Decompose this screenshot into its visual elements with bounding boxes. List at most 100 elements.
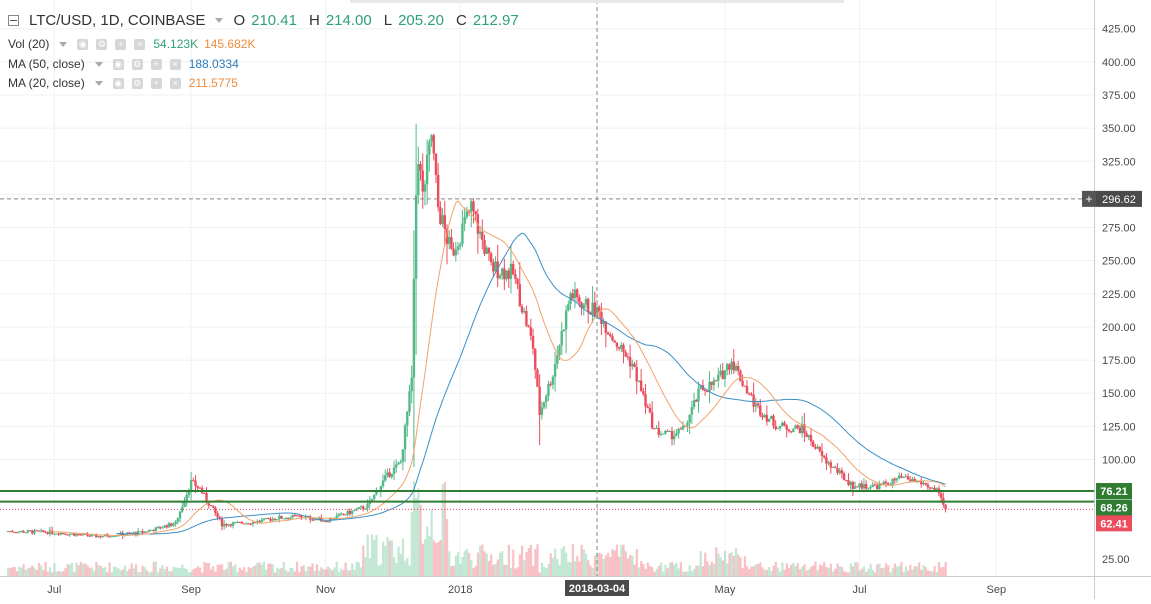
- volume-bar: [618, 556, 621, 576]
- candle-body: [408, 391, 411, 412]
- candle-body: [372, 494, 376, 499]
- volume-bar: [399, 553, 402, 576]
- candle-body: [606, 332, 610, 335]
- candle-body: [353, 510, 356, 512]
- ohlc-l-value: 205.20: [398, 12, 444, 29]
- volume-bar: [121, 569, 124, 576]
- volume-bar: [439, 539, 442, 576]
- volume-bar: [743, 556, 747, 576]
- volume-bar: [35, 569, 38, 576]
- volume-bar: [218, 564, 221, 576]
- volume-bar: [366, 534, 369, 576]
- volume-bar: [267, 563, 270, 576]
- volume-bar: [161, 564, 164, 576]
- volume-bar: [324, 569, 327, 576]
- gear-icon[interactable]: ⚙: [131, 77, 143, 89]
- candle-body: [494, 261, 497, 272]
- volume-bar: [615, 544, 619, 576]
- eye-icon[interactable]: ◉: [112, 77, 124, 89]
- volume-bar: [642, 563, 645, 576]
- volume-bar: [245, 571, 248, 576]
- candle-body: [789, 431, 793, 433]
- candle-body: [419, 163, 422, 171]
- candle-body: [379, 486, 383, 492]
- volume-bar: [75, 562, 78, 576]
- candle-body: [386, 472, 389, 476]
- candle-body: [939, 493, 943, 498]
- candle-body: [227, 524, 230, 526]
- volume-bar: [145, 570, 149, 576]
- candle-body: [613, 340, 616, 343]
- volume-bars: [7, 481, 947, 576]
- candle-body: [282, 518, 285, 520]
- volume-bar: [487, 560, 491, 576]
- close-icon[interactable]: ×: [134, 38, 146, 50]
- candle-body: [573, 289, 577, 299]
- eye-icon[interactable]: ◉: [77, 38, 89, 50]
- legend-ma20-row[interactable]: MA (20, close) ◉ ⚙ + × 211.5775: [8, 76, 238, 90]
- candle-body: [194, 480, 197, 487]
- volume-bar: [302, 565, 305, 576]
- candle-body: [798, 427, 802, 434]
- candle-body: [436, 174, 440, 208]
- volume-bar: [600, 553, 603, 576]
- volume-bar: [807, 569, 810, 576]
- candle-body: [46, 532, 49, 534]
- volume-bar: [307, 566, 310, 576]
- volume-bar: [545, 567, 548, 576]
- candle-body: [864, 484, 868, 489]
- ma50-caret-icon[interactable]: [94, 61, 103, 67]
- volume-label: Vol (20): [8, 37, 50, 51]
- candle-body: [752, 394, 755, 407]
- ma20-caret-icon[interactable]: [94, 80, 103, 86]
- volume-bar: [840, 566, 844, 576]
- volume-bar: [565, 552, 568, 576]
- candle-body: [688, 414, 691, 423]
- candle-body: [520, 306, 524, 313]
- volume-bar: [223, 570, 226, 576]
- volume-bar: [538, 572, 541, 576]
- candle-body: [917, 481, 921, 483]
- candle-body: [661, 433, 665, 435]
- gear-icon[interactable]: ⚙: [131, 58, 143, 70]
- candle-body: [862, 484, 866, 489]
- volume-bar: [915, 566, 919, 576]
- dropdown-caret-icon[interactable]: [215, 18, 224, 23]
- volume-bar: [115, 567, 118, 576]
- collapse-icon[interactable]: [8, 15, 19, 26]
- candle-body: [145, 531, 149, 533]
- volume-bar: [706, 561, 709, 576]
- volume-bar: [18, 566, 21, 576]
- candle-body: [805, 433, 808, 438]
- candle-body: [710, 381, 713, 386]
- volume-bar: [393, 557, 396, 576]
- volume-bar: [262, 561, 266, 576]
- volume-bar: [159, 568, 162, 576]
- candle-body: [311, 519, 314, 521]
- candle-body: [395, 464, 398, 468]
- volume-caret-icon[interactable]: [59, 41, 68, 47]
- close-icon[interactable]: ×: [169, 58, 181, 70]
- candle-body: [646, 406, 649, 408]
- candle-body: [886, 483, 890, 485]
- candle-body: [860, 483, 863, 489]
- plus-icon[interactable]: +: [150, 58, 162, 70]
- candle-body: [759, 405, 762, 416]
- candle-body: [560, 330, 563, 346]
- volume-bar: [748, 569, 751, 576]
- candle-body: [313, 519, 316, 521]
- candle-body: [728, 364, 731, 370]
- close-icon[interactable]: ×: [169, 77, 181, 89]
- volume-bar: [348, 570, 352, 576]
- candle-body: [159, 526, 162, 529]
- eye-icon[interactable]: ◉: [112, 58, 124, 70]
- legend-ma50-row[interactable]: MA (50, close) ◉ ⚙ + × 188.0334: [8, 57, 239, 71]
- plus-icon[interactable]: +: [150, 77, 162, 89]
- plus-icon[interactable]: +: [115, 38, 127, 50]
- candle-body: [531, 335, 535, 349]
- gear-icon[interactable]: ⚙: [96, 38, 108, 50]
- volume-bar: [851, 566, 855, 576]
- y-tick-label: 125.00: [1102, 421, 1136, 433]
- legend-volume-row[interactable]: Vol (20) ◉ ⚙ + × 54.123K 145.682K: [8, 37, 255, 51]
